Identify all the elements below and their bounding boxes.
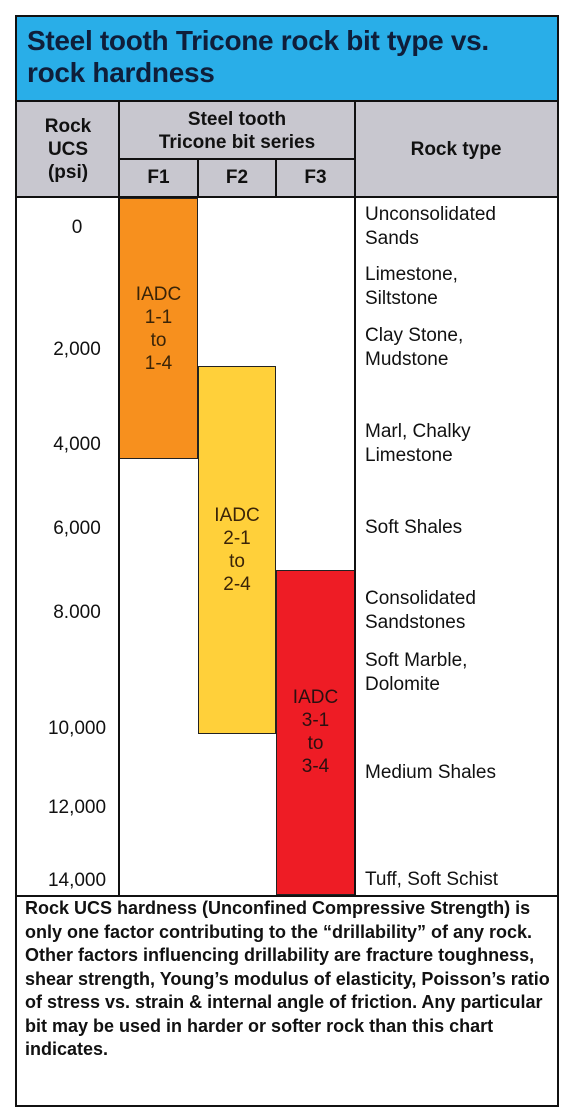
bit-series-header: Steel tooth Tricone bit series: [119, 102, 355, 159]
rock-ucs-header-line-1: Rock: [44, 116, 92, 137]
chart-frame: Steel tooth Tricone rock bit type vs. ro…: [15, 15, 559, 1107]
ucs-label-8000: 8.000: [53, 602, 101, 623]
bar-f1-label: IADC 1-1 to 1-4: [136, 283, 181, 375]
rock-type-line: Medium Shales: [365, 762, 496, 783]
ucs-label-12000: 12,000: [47, 797, 107, 818]
rock-type-line: Marl, Chalky: [365, 421, 471, 442]
column-header-f3-label: F3: [304, 167, 327, 188]
rock-type-line: Siltstone: [365, 288, 438, 309]
note-top-line: [17, 895, 557, 897]
bar-f2-label: IADC 2-1 to 2-4: [214, 504, 259, 596]
bar-f3-label-line-4: 3-4: [301, 756, 330, 778]
bar-f3-label: IADC 3-1 to 3-4: [293, 686, 338, 778]
ucs-label-0: 0: [71, 217, 83, 238]
ucs-label-4000: 4,000: [53, 434, 101, 455]
rock-type-column-divider: [354, 102, 356, 897]
bit-series-header-line-1: Steel tooth: [187, 108, 287, 130]
column-header-f2-label: F2: [225, 167, 249, 188]
bar-f3-label-line-2: 3-1: [301, 710, 330, 732]
rock-type-line: Limestone: [365, 445, 453, 466]
rock-type-line: Mudstone: [365, 349, 449, 370]
rock-type-soft-marble-dolomite: Soft Marble, Dolomite: [365, 649, 550, 697]
ucs-label-10000: 10,000: [47, 718, 107, 739]
ucs-column-divider: [118, 102, 120, 897]
rock-type-line: Consolidated: [365, 588, 476, 609]
bar-f1-label-line-3: to: [150, 329, 167, 351]
rock-type-header: Rock type: [355, 102, 557, 197]
bar-f3: IADC 3-1 to 3-4: [276, 569, 355, 895]
column-header-f3: F3: [276, 159, 355, 197]
bar-f2-label-line-1: IADC: [214, 505, 260, 527]
column-header-f2: F2: [198, 159, 276, 197]
rock-type-line: Tuff, Soft Schist: [365, 869, 499, 890]
bar-f1-label-line-2: 1-1: [144, 306, 173, 328]
rock-type-tuff-soft-schist: Tuff, Soft Schist: [365, 868, 550, 892]
rock-type-line: Limestone,: [365, 264, 458, 285]
header-bottom-line: [17, 196, 557, 198]
bit-series-divider-line: [119, 158, 355, 160]
rock-type-medium-shales: Medium Shales: [365, 761, 550, 785]
bar-f1-label-line-1: IADC: [135, 283, 182, 305]
ucs-label-6000: 6,000: [53, 518, 101, 539]
rock-type-header-label: Rock type: [410, 138, 502, 160]
rock-type-line: Sands: [365, 228, 419, 249]
rock-type-clay-stone-mudstone: Clay Stone, Mudstone: [365, 324, 550, 372]
bar-f2-label-line-2: 2-1: [223, 528, 251, 550]
bar-f1: IADC 1-1 to 1-4: [119, 198, 198, 460]
rock-type-line: Dolomite: [365, 674, 440, 695]
rock-ucs-header-line-3: (psi): [47, 162, 89, 183]
bar-f1-label-line-4: 1-4: [144, 352, 173, 374]
column-header-f1: F1: [119, 159, 198, 197]
chart-title: Steel tooth Tricone rock bit type vs. ro…: [17, 17, 557, 102]
bar-f3-label-line-3: to: [307, 733, 324, 755]
bit-series-header-line-2: Tricone bit series: [158, 131, 316, 153]
rock-type-consolidated-sandstones: Consolidated Sandstones: [365, 587, 550, 635]
rock-type-line: Clay Stone,: [365, 325, 464, 346]
bar-f2-label-line-3: to: [229, 551, 245, 573]
rock-type-line: Sandstones: [365, 612, 466, 633]
rock-type-line: Soft Marble,: [365, 650, 468, 671]
bar-f2: IADC 2-1 to 2-4: [198, 366, 276, 734]
rock-type-limestone-siltstone: Limestone, Siltstone: [365, 263, 550, 311]
rock-ucs-header: Rock UCS (psi): [17, 102, 119, 197]
rock-type-soft-shales: Soft Shales: [365, 516, 550, 540]
ucs-label-2000: 2,000: [53, 339, 101, 360]
ucs-label-14000: 14,000: [47, 870, 107, 891]
bar-f3-label-line-1: IADC: [292, 687, 339, 709]
rock-ucs-header-line-2: UCS: [47, 139, 89, 160]
f1-f2-divider: [197, 159, 199, 197]
column-header-f1-label: F1: [147, 167, 170, 188]
rock-type-line: Unconsolidated: [365, 204, 496, 225]
rock-type-unconsolidated-sands: Unconsolidated Sands: [365, 203, 550, 251]
f2-f3-divider: [275, 159, 277, 197]
rock-type-line: Soft Shales: [365, 517, 463, 538]
bar-f2-label-line-4: 2-4: [223, 574, 251, 596]
rock-type-marl-chalky-limestone: Marl, Chalky Limestone: [365, 420, 550, 468]
footnote: Rock UCS hardness (Unconfined Compressiv…: [25, 898, 550, 1059]
